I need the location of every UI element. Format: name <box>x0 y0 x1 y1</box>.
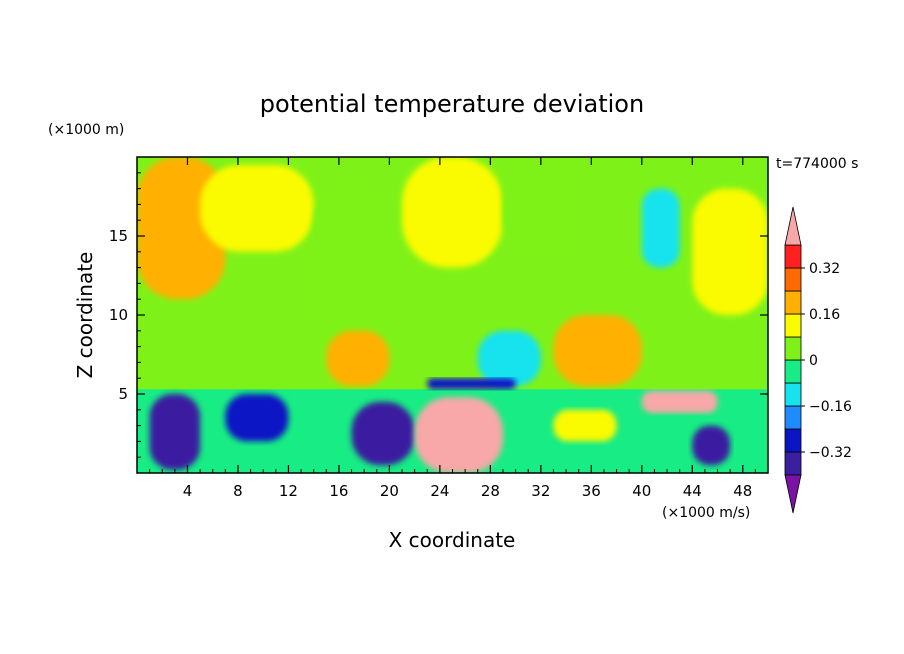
time-label: t=774000 s <box>776 156 858 172</box>
contour-region <box>477 330 541 387</box>
chart-title: potential temperature deviation <box>260 90 644 118</box>
colorbar-top-arrow <box>784 206 802 246</box>
contour-region <box>427 378 516 390</box>
colorbar-band <box>784 451 802 476</box>
colorbar-band <box>784 244 802 269</box>
colorbar-tick-label: −0.16 <box>809 399 852 415</box>
contour-region <box>553 409 617 442</box>
contour-region <box>641 188 680 268</box>
contour-field <box>137 157 768 473</box>
y-tick-label: 15 <box>109 227 128 245</box>
y-unit-label: (×1000 m) <box>48 122 124 138</box>
colorbar-band <box>784 359 802 384</box>
x-tick-label: 32 <box>531 482 550 500</box>
colorbar-band <box>784 405 802 430</box>
contour-region <box>149 394 201 470</box>
contour-region <box>553 315 642 387</box>
x-tick-label: 24 <box>430 482 449 500</box>
contour-region <box>402 157 503 268</box>
x-tick-label: 36 <box>582 482 601 500</box>
contour-region <box>414 397 503 473</box>
y-axis-label: Z coordinate <box>73 252 97 379</box>
y-tick-label: 5 <box>118 385 128 403</box>
contour-region <box>326 330 390 387</box>
colorbar-band <box>784 290 802 315</box>
x-tick-label: 4 <box>183 482 193 500</box>
x-tick-label: 48 <box>733 482 752 500</box>
x-axis: 4 8 12 16 20 24 28 32 36 40 44 48 <box>149 157 756 500</box>
x-tick-label: 40 <box>632 482 651 500</box>
colorbar-band <box>784 267 802 292</box>
contour-region <box>200 164 314 252</box>
colorbar-bottom-arrow <box>784 474 802 514</box>
x-tick-label: 12 <box>279 482 298 500</box>
y-tick-label: 10 <box>109 306 128 324</box>
x-tick-label: 28 <box>481 482 500 500</box>
colorbar: 0.32 0.16 0 −0.16 −0.32 <box>784 206 852 514</box>
x-tick-label: 16 <box>329 482 348 500</box>
contour-region <box>313 188 390 347</box>
contour-region <box>225 394 289 442</box>
x-unit-label: (×1000 m/s) <box>662 505 750 521</box>
contour-region <box>692 188 768 315</box>
colorbar-tick-label: 0 <box>809 353 818 369</box>
contour-region <box>692 425 731 466</box>
x-tick-label: 20 <box>380 482 399 500</box>
contour-region <box>641 390 718 413</box>
colorbar-band <box>784 313 802 338</box>
x-tick-label: 44 <box>683 482 702 500</box>
colorbar-tick-label: 0.32 <box>809 261 840 277</box>
colorbar-tick-label: −0.32 <box>809 445 852 461</box>
contour-region <box>502 157 579 252</box>
y-axis: 5 10 15 <box>109 172 768 458</box>
contour-region <box>351 401 415 466</box>
x-tick-label: 8 <box>233 482 243 500</box>
colorbar-band <box>784 382 802 407</box>
colorbar-band <box>784 336 802 361</box>
colorbar-band <box>784 428 802 453</box>
colorbar-tick-label: 0.16 <box>809 307 840 323</box>
x-axis-label: X coordinate <box>389 528 516 552</box>
plot-area <box>137 157 768 473</box>
